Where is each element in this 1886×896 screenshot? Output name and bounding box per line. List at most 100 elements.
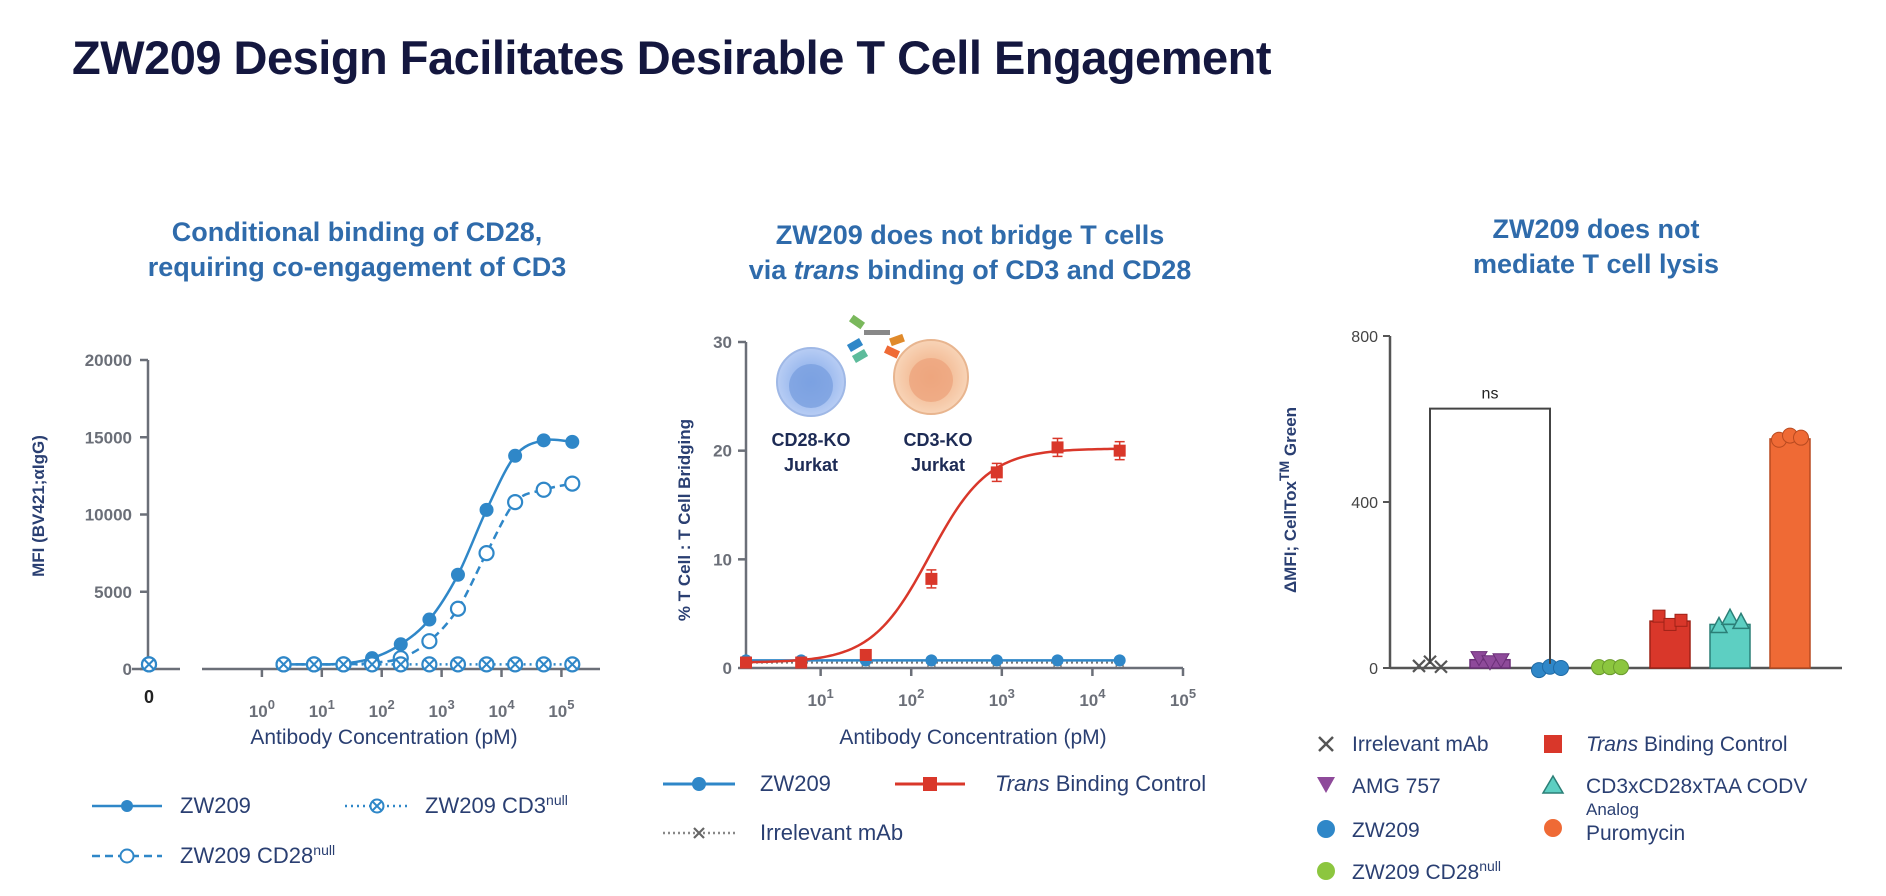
data-point [421, 656, 438, 673]
significance-label: ns [1482, 386, 1499, 403]
data-point [393, 637, 408, 652]
panel1-x-axis-label: Antibody Concentration (pM) [250, 726, 517, 749]
legend-marker-filled-circle [121, 800, 133, 812]
panel3-y-axis-label: ΔMFI; CellToxTM Green [1276, 407, 1300, 593]
y-tick-label: 30 [713, 333, 732, 352]
data-point [449, 656, 467, 673]
panel3-legend: Irrelevant mAb AMG 757 ZW209 ZW209 CD28n… [1317, 733, 1807, 884]
data-point [1051, 654, 1064, 667]
panel-lysis: ZW209 does not mediate T cell lysis ΔMFI… [1276, 214, 1842, 884]
data-point [508, 448, 523, 463]
panel2-y-ticks: 0 10 20 30 [713, 333, 746, 678]
legend-label: Trans Binding Control [1586, 733, 1788, 756]
legend-item-trans-binding-control: Trans Binding Control [895, 771, 1206, 796]
cell1-label-line2: Jurkat [784, 455, 838, 475]
panel1-x-ticks: 100 101 102 103 104 105 [249, 669, 574, 721]
legend-item-zw209: ZW209 [663, 771, 831, 796]
significance-bracket [1429, 407, 1551, 664]
replicate-point [1652, 609, 1666, 623]
panel2-legend: ZW209 Trans Binding Control Irrelevant m… [663, 771, 1206, 845]
legend-label: ZW209 CD3null [425, 792, 568, 818]
legend-label: Puromycin [1586, 822, 1685, 845]
data-point [564, 475, 581, 492]
x-tick-label: 101 [808, 686, 834, 710]
y-tick-label: 20000 [85, 351, 132, 370]
panel2-title-line2: via trans binding of CD3 and CD28 [749, 255, 1192, 285]
data-point [275, 656, 292, 673]
legend-marker-triangle-down-icon [1317, 777, 1335, 793]
y-tick-label: 0 [723, 659, 732, 678]
cell-illustration: CD28-KO Jurkat CD3-KO Jurkat [771, 314, 973, 475]
series-trans-binding-control [740, 437, 1126, 669]
data-point [305, 656, 323, 673]
data-point [335, 656, 352, 673]
data-point [925, 572, 938, 585]
legend-item-irrelevant-mab: Irrelevant mAb [1318, 733, 1489, 756]
bar-group-cd3xcd28xtaa-codv-analog [1709, 607, 1751, 669]
legend-label: ZW209 CD28null [1352, 858, 1501, 884]
panel2-axes [744, 342, 1183, 670]
legend-label: ZW209 [760, 771, 831, 796]
panel-binding: Conditional binding of CD28, requiring c… [29, 217, 600, 868]
legend-item-zw209-cd28null: ZW209 CD28null [1317, 858, 1501, 884]
replicate-point [1720, 607, 1740, 625]
panel2-title-line1: ZW209 does not bridge T cells [776, 220, 1165, 250]
legend-label: ZW209 CD28null [180, 842, 335, 868]
y-tick-label: 15000 [85, 428, 132, 447]
bispecific-antibody-icon [846, 314, 905, 363]
panel2-x-axis-label: Antibody Concentration (pM) [839, 726, 1106, 749]
replicate-point [1492, 653, 1510, 669]
x-tick-label: 105 [548, 697, 574, 721]
panel2-y-axis-label: % T Cell : T Cell Bridging [675, 419, 694, 621]
replicate-point [1793, 429, 1809, 446]
replicate-point [1731, 611, 1751, 630]
legend-item-zw209-cd3null: ZW209 CD3null [345, 792, 568, 818]
panel3-bars [1412, 427, 1811, 679]
bar-group-zw209 [1531, 658, 1569, 679]
legend-item-zw209: ZW209 [92, 793, 251, 818]
legend-marker-x [693, 827, 705, 839]
data-point [564, 656, 581, 673]
legend-marker-open-circle [119, 848, 135, 864]
legend-item-puromycin: Puromycin [1544, 819, 1685, 845]
replicate-point [1709, 615, 1729, 634]
replicate-point [1470, 651, 1488, 667]
y-tick-label: 400 [1351, 495, 1378, 512]
bar-group-puromycin [1769, 427, 1811, 669]
x-tick-label: 103 [429, 697, 455, 721]
data-point [536, 433, 551, 448]
bar [1769, 438, 1811, 669]
legend-label: AMG 757 [1352, 775, 1441, 798]
legend-item-zw209: ZW209 [1317, 819, 1420, 842]
data-point [478, 545, 495, 562]
panel3-annotation: ns [1429, 386, 1551, 664]
data-point [990, 466, 1003, 479]
data-point [449, 600, 467, 617]
legend-label: ZW209 [180, 793, 251, 818]
data-point [990, 654, 1003, 667]
legend-marker-circle [692, 777, 706, 791]
legend-item-irrelevant-mab: Irrelevant mAb [663, 820, 903, 845]
replicate-point [1663, 617, 1677, 631]
data-point [422, 612, 437, 627]
legend-marker-circle-icon [1317, 820, 1335, 838]
legend-label: CD3xCD28xTAA CODV [1586, 775, 1807, 798]
panel1-legend: ZW209 ZW209 CD3null ZW209 CD28null [92, 792, 568, 868]
replicate-point [1553, 660, 1569, 676]
panel1-y-axis-label: MFI (BV421;αIgG) [29, 435, 48, 577]
x-tick-label: 105 [1170, 686, 1196, 710]
bar-group-amg-757 [1469, 651, 1511, 671]
x-tick-label: 100 [249, 697, 275, 721]
x-tick-label: 103 [989, 686, 1015, 710]
legend-marker-circle-icon [1544, 819, 1562, 837]
series-line [283, 482, 573, 666]
data-point [535, 656, 552, 673]
y-tick-label: 10000 [85, 506, 132, 525]
legend-marker-circle-icon [1317, 862, 1335, 880]
data-point [478, 656, 495, 673]
data-point [450, 567, 465, 582]
panel3-title-line1: ZW209 does not [1492, 214, 1699, 244]
data-point [363, 656, 381, 673]
legend-marker-square-icon [1544, 735, 1562, 753]
legend-marker-crossed-circle [369, 798, 385, 814]
